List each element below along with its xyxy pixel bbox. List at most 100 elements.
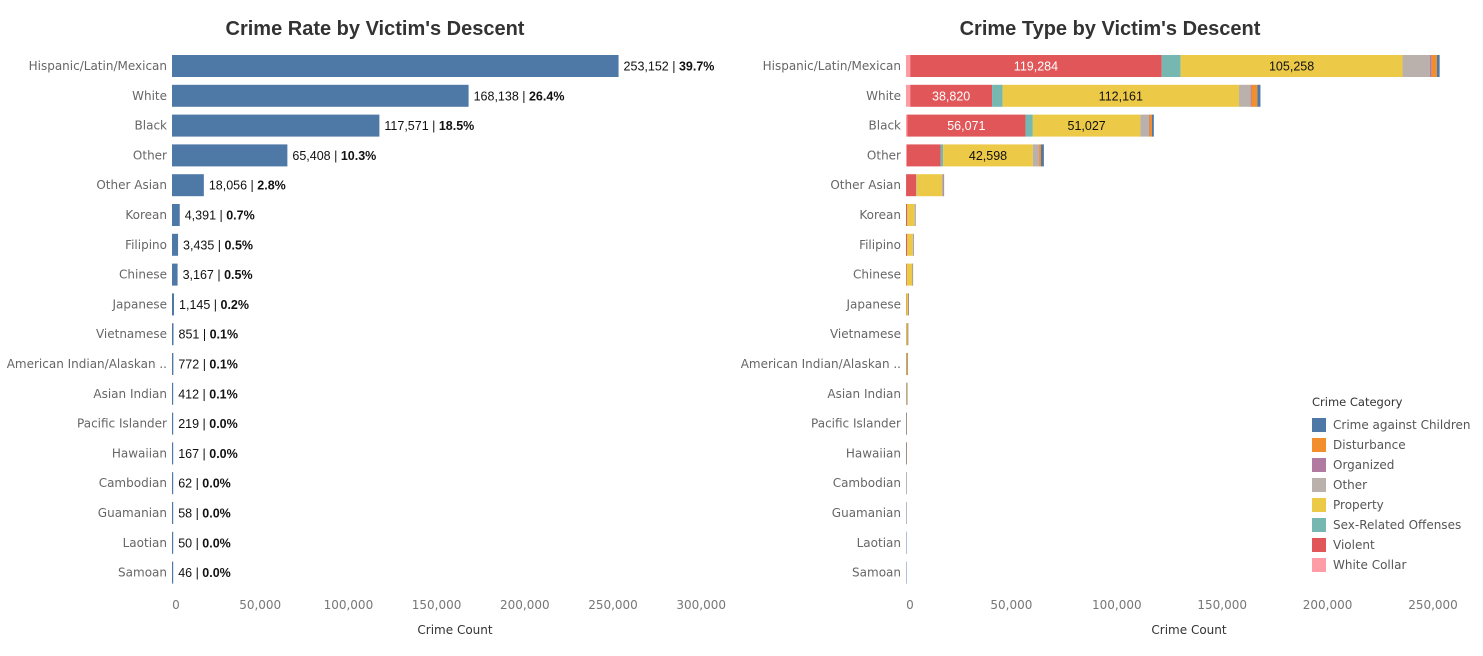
- count-label: 851 |: [179, 328, 210, 342]
- category-label-other-asian: Other Asian: [830, 178, 901, 192]
- percent-label: 0.1%: [210, 328, 239, 342]
- percent-label: 18.5%: [439, 119, 474, 133]
- data-label-american-indian-alaskan: 772 | 0.1%: [178, 358, 238, 372]
- legend-label: Property: [1333, 498, 1384, 512]
- count-label: 62 |: [178, 477, 202, 491]
- legend-item-other: Other: [1312, 475, 1477, 495]
- count-label: 412 |: [178, 387, 209, 401]
- count-label: 4,391 |: [185, 209, 226, 223]
- percent-label: 0.0%: [202, 536, 231, 550]
- legend-label: White Collar: [1333, 558, 1407, 572]
- bar-samoan: [172, 561, 174, 584]
- percent-label: 0.2%: [221, 298, 250, 312]
- percent-label: 0.0%: [202, 566, 231, 580]
- data-label-other-asian: 18,056 | 2.8%: [209, 179, 286, 193]
- bar-japanese: [172, 293, 175, 316]
- segment-violent-hispanic-latin-mexican: [910, 55, 1162, 77]
- segment-other-other: [1032, 144, 1039, 167]
- category-label-pacific-islander: Pacific Islander: [811, 417, 901, 431]
- x-tick-label: 250,000: [588, 598, 638, 612]
- legend-swatch: [1312, 518, 1326, 532]
- bar-filipino: [172, 233, 179, 256]
- x-tick-label: 50,000: [239, 598, 281, 612]
- legend-title: Crime Category: [1312, 395, 1403, 409]
- percent-label: 0.1%: [209, 387, 238, 401]
- category-label-korean: Korean: [125, 208, 167, 222]
- category-label-hawaiian: Hawaiian: [846, 446, 901, 460]
- percent-label: 0.7%: [226, 209, 255, 223]
- category-label-american-indian-alaskan: American Indian/Alaskan ..: [7, 357, 167, 371]
- segment-disturbance-white: [1251, 84, 1258, 107]
- segment-other-hispanic-latin-mexican: [1402, 55, 1430, 77]
- percent-label: 0.0%: [202, 477, 231, 491]
- segment-label-property-black: 51,027: [1068, 119, 1106, 133]
- left-chart-title: Crime Rate by Victim's Descent: [225, 18, 525, 40]
- segment-violent-black: [907, 114, 1026, 137]
- segment-organized-white: [1250, 84, 1252, 107]
- percent-label: 0.5%: [224, 268, 253, 282]
- category-label-black: Black: [135, 119, 168, 133]
- x-tick-label: 150,000: [1197, 598, 1247, 612]
- segment-white-collar-black: [906, 114, 908, 137]
- data-label-asian-indian: 412 | 0.1%: [178, 387, 238, 401]
- count-label: 58 |: [178, 507, 202, 521]
- segment-white-collar-hispanic-latin-mexican: [906, 55, 911, 77]
- segment-property-chinese: [906, 263, 913, 286]
- segment-violent-chinese: [906, 263, 907, 286]
- category-label-asian-indian: Asian Indian: [93, 387, 167, 401]
- segment-property-other-asian: [916, 174, 942, 197]
- bar-american-indian-alaskan: [172, 353, 174, 375]
- segment-property-vietnamese: [906, 323, 908, 346]
- segment-property-hispanic-latin-mexican: [1180, 55, 1403, 77]
- legend-label: Violent: [1333, 538, 1375, 552]
- category-label-laotian: Laotian: [123, 536, 167, 550]
- count-label: 50 |: [178, 536, 202, 550]
- legend-swatch: [1312, 558, 1326, 572]
- bar-pacific-islander: [172, 412, 174, 435]
- category-label-other: Other: [133, 148, 167, 162]
- segment-property-black: [1032, 114, 1141, 137]
- legend-item-crime-against-children: Crime against Children: [1312, 415, 1477, 435]
- data-label-black: 117,571 | 18.5%: [384, 119, 474, 133]
- percent-label: 0.5%: [225, 238, 254, 252]
- count-label: 772 |: [178, 358, 209, 372]
- segment-crime-against-children-hispanic-latin-mexican: [1436, 55, 1440, 77]
- segment-violent-white: [910, 84, 993, 107]
- segment-other-white: [1239, 84, 1251, 107]
- bar-other: [172, 144, 288, 167]
- count-label: 167 |: [178, 447, 209, 461]
- data-label-pacific-islander: 219 | 0.0%: [178, 417, 238, 431]
- count-label: 117,571 |: [384, 119, 438, 133]
- segment-disturbance-other: [1039, 144, 1042, 167]
- legend-label: Crime against Children: [1333, 418, 1471, 432]
- category-label-guamanian: Guamanian: [832, 506, 901, 520]
- category-label-korean: Korean: [859, 208, 901, 222]
- segment-violent-other: [906, 144, 941, 167]
- x-tick-label: 250,000: [1408, 598, 1458, 612]
- count-label: 219 |: [178, 417, 209, 431]
- count-label: 3,167 |: [183, 268, 224, 282]
- legend-label: Organized: [1333, 458, 1395, 472]
- data-label-vietnamese: 851 | 0.1%: [179, 328, 239, 342]
- legend-label: Sex-Related Offenses: [1333, 518, 1462, 532]
- data-label-korean: 4,391 | 0.7%: [185, 209, 255, 223]
- segment-property-asian-indian: [906, 382, 907, 405]
- x-tick-label: 200,000: [500, 598, 550, 612]
- legend-item-violent: Violent: [1312, 535, 1477, 555]
- category-label-samoan: Samoan: [118, 566, 167, 580]
- legend-swatch: [1312, 418, 1326, 432]
- category-label-other-asian: Other Asian: [96, 178, 167, 192]
- crime-rate-bar-chart: Hispanic/Latin/Mexican 253,152 | 39.7% Whi…: [7, 55, 726, 637]
- segment-sex-related-offenses-hispanic-latin-mexican: [1161, 55, 1181, 77]
- x-axis-title: Crime Count: [1151, 623, 1226, 637]
- segment-organized-black: [1148, 114, 1150, 137]
- segment-label-violent-white: 38,820: [932, 89, 970, 103]
- category-label-guamanian: Guamanian: [98, 506, 167, 520]
- category-label-asian-indian: Asian Indian: [827, 387, 901, 401]
- category-label-cambodian: Cambodian: [833, 476, 901, 490]
- count-label: 1,145 |: [179, 298, 220, 312]
- data-label-filipino: 3,435 | 0.5%: [183, 238, 253, 252]
- category-label-filipino: Filipino: [859, 238, 901, 252]
- bar-asian-indian: [172, 382, 174, 405]
- segment-label-violent-black: 56,071: [947, 119, 985, 133]
